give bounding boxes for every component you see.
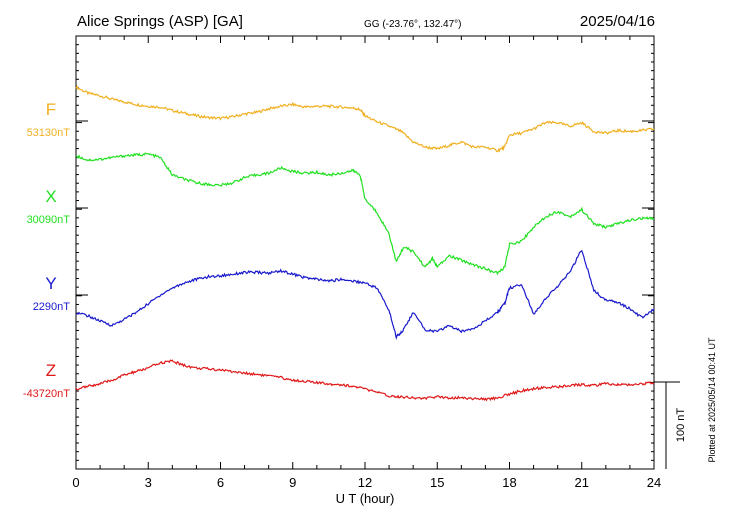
series-baseline-F: 53130nT bbox=[27, 127, 71, 139]
plot-frame bbox=[75, 35, 655, 470]
series-baseline-Y: 2290nT bbox=[33, 301, 71, 313]
series-name-Y: Y bbox=[45, 274, 56, 293]
station-title: Alice Springs (ASP) [GA] bbox=[77, 13, 243, 30]
series-line-Z bbox=[75, 359, 655, 402]
series-baseline-X: 30090nT bbox=[27, 214, 71, 226]
series-lines bbox=[75, 85, 655, 402]
x-tick-label: 24 bbox=[647, 475, 661, 490]
x-tick-label: 0 bbox=[72, 475, 79, 490]
series-baseline-Z: -43720nT bbox=[23, 388, 70, 400]
tick-marks bbox=[75, 35, 655, 470]
series-line-F bbox=[75, 85, 655, 153]
x-tick-label: 18 bbox=[502, 475, 516, 490]
x-axis-label: U T (hour) bbox=[336, 491, 395, 506]
x-tick-label: 21 bbox=[575, 475, 589, 490]
scale-label: 100 nT bbox=[675, 408, 687, 443]
plotted-timestamp: Plotted at 2025/05/14 00:41 UT bbox=[707, 337, 717, 463]
series-name-Z: Z bbox=[46, 361, 56, 380]
series-line-X bbox=[75, 152, 655, 276]
series-line-Y bbox=[75, 249, 655, 340]
series-name-F: F bbox=[46, 100, 56, 119]
x-tick-labels: 0 3 6 9 12 15 18 21 24 bbox=[72, 475, 661, 490]
x-tick-label: 9 bbox=[289, 475, 296, 490]
chart-date: 2025/04/16 bbox=[580, 13, 655, 30]
station-coords: GG (-23.76°, 132.47°) bbox=[364, 19, 462, 30]
series-name-X: X bbox=[45, 187, 56, 206]
x-tick-label: 3 bbox=[145, 475, 152, 490]
x-tick-label: 15 bbox=[430, 475, 444, 490]
x-tick-label: 6 bbox=[217, 475, 224, 490]
series-labels: F 53130nT X 30090nT Y 2290nT Z -43720nT bbox=[23, 100, 70, 400]
x-tick-label: 12 bbox=[358, 475, 372, 490]
